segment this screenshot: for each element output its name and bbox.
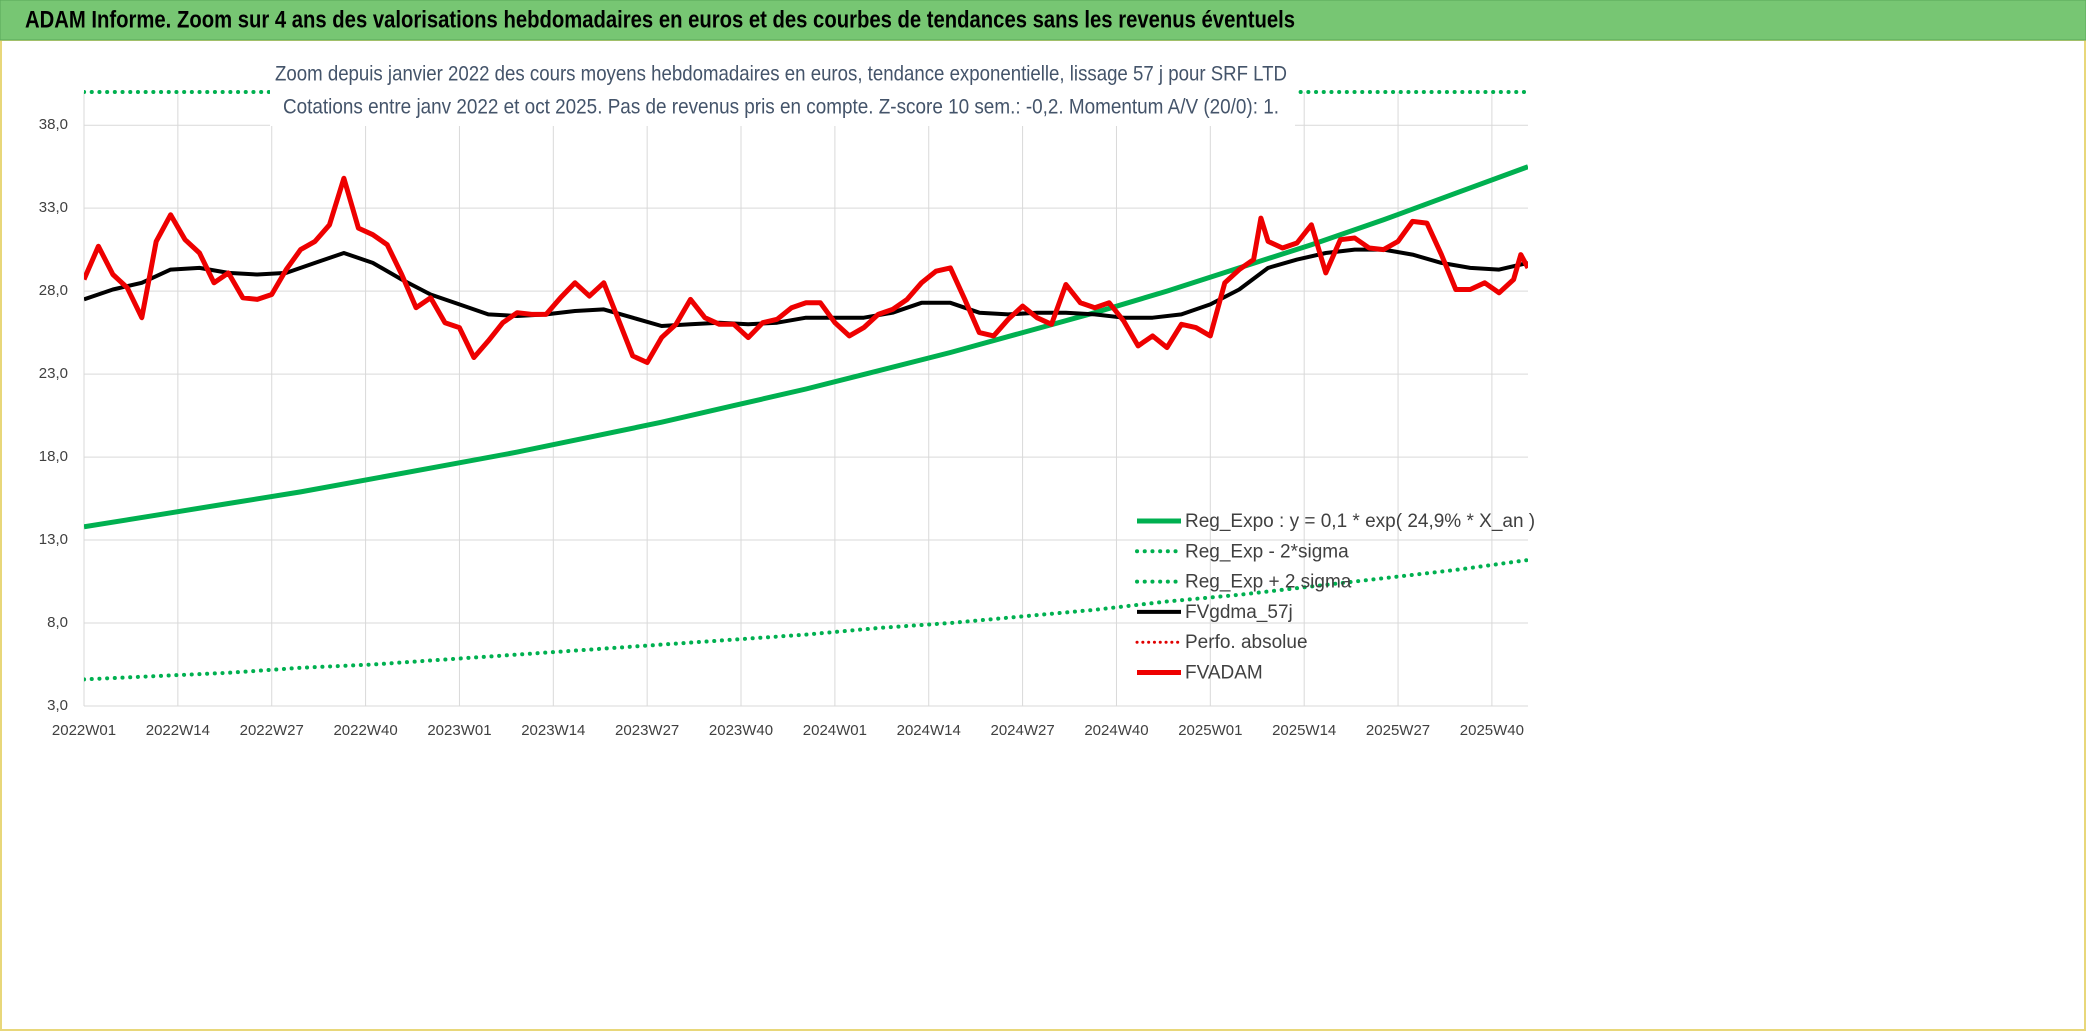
- x-tick-label: 2024W40: [1084, 722, 1148, 739]
- legend-label: Perfo. absolue: [1185, 632, 1308, 653]
- x-tick-label: 2025W01: [1178, 722, 1242, 739]
- y-tick-label: 28,0: [39, 282, 68, 299]
- x-tick-label: 2025W27: [1366, 722, 1430, 739]
- x-tick-label: 2025W14: [1272, 722, 1336, 739]
- title-bar: [0, 0, 2086, 41]
- x-tick-label: 2023W27: [615, 722, 679, 739]
- x-tick-label: 2023W14: [521, 722, 585, 739]
- x-tick-label: 2023W01: [427, 722, 491, 739]
- x-tick-label: 2022W01: [52, 722, 116, 739]
- x-tick-label: 2023W40: [709, 722, 773, 739]
- y-tick-label: 3,0: [47, 697, 68, 714]
- chart-title: ADAM Informe. Zoom sur 4 ans des valoris…: [25, 6, 1295, 33]
- y-tick-label: 23,0: [39, 365, 68, 382]
- x-tick-label: 2024W01: [803, 722, 867, 739]
- legend-label: Reg_Exp + 2 sigma: [1185, 572, 1352, 593]
- y-tick-label: 8,0: [47, 614, 68, 631]
- series-line: [84, 247, 1528, 328]
- series-line: [84, 175, 1528, 365]
- x-tick-label: 2024W27: [990, 722, 1054, 739]
- y-tick-label: 18,0: [39, 448, 68, 465]
- x-tick-label: 2024W14: [897, 722, 961, 739]
- x-tick-label: 2022W27: [240, 722, 304, 739]
- subtitle: Zoom depuis janvier 2022 des cours moyen…: [275, 63, 1287, 86]
- x-tick-label: 2022W40: [333, 722, 397, 739]
- subtitle-box: [270, 58, 1295, 126]
- x-tick-label: 2025W40: [1460, 722, 1524, 739]
- legend-label: FVADAM: [1185, 663, 1263, 684]
- y-tick-label: 33,0: [39, 199, 68, 216]
- plot-area: 3,0 8,0 13,0 18,0 23,0 28,0 33,0 38,0 2022W01 202…: [39, 90, 1528, 739]
- legend-label: Reg_Expo : y = 0,1 * exp( 24,9% * X_an ): [1185, 511, 1535, 532]
- series-line: [84, 558, 1528, 682]
- series-line: [84, 164, 1528, 530]
- legend-label: Reg_Exp - 2*sigma: [1185, 541, 1349, 562]
- x-tick-label: 2022W14: [146, 722, 210, 739]
- subtitle: Cotations entre janv 2022 et oct 2025. P…: [283, 96, 1279, 119]
- legend-label: FVgdma_57j: [1185, 602, 1293, 623]
- y-tick-label: 38,0: [39, 116, 68, 133]
- y-tick-label: 13,0: [39, 531, 68, 548]
- legend: Reg_Expo : y = 0,1 * exp( 24,9% * X_an )…: [1135, 511, 1535, 684]
